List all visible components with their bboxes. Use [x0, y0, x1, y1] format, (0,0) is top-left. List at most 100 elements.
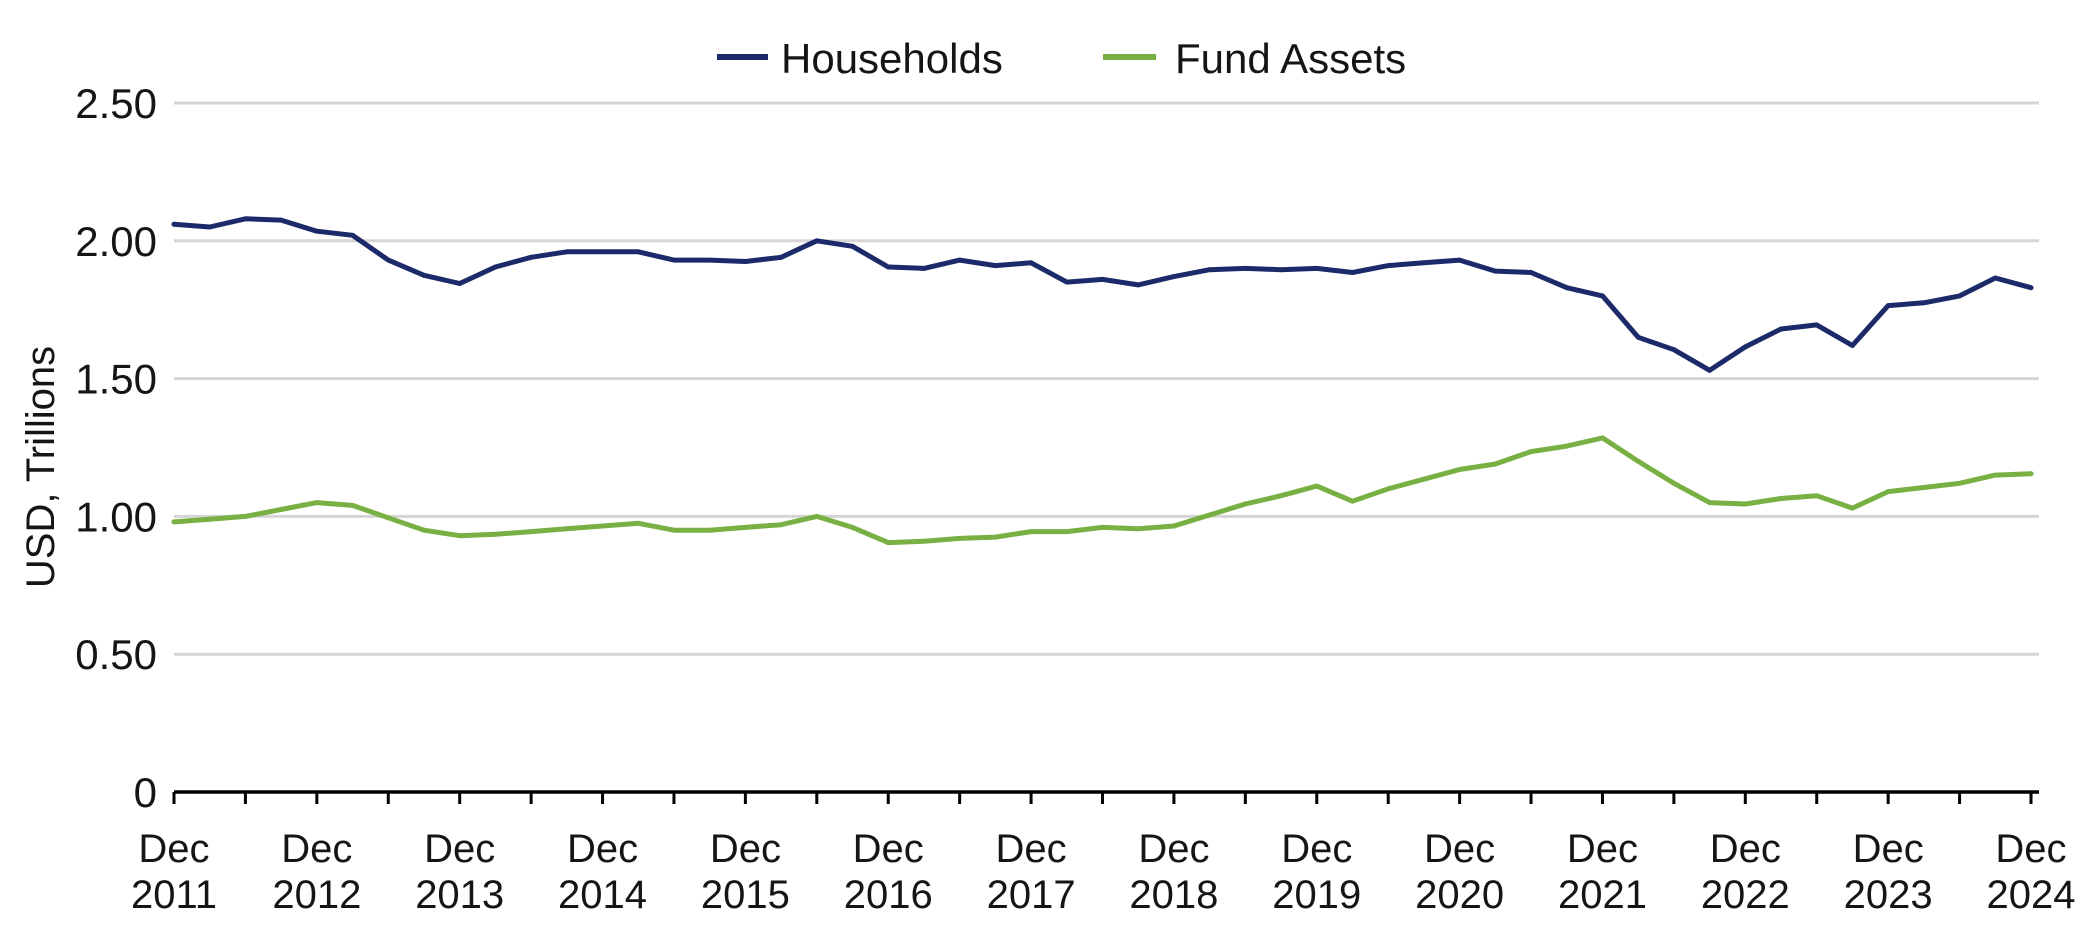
data-point-households	[600, 249, 605, 255]
data-point-fund-assets	[1992, 472, 1998, 478]
x-tick-label-year: 2023	[1844, 873, 1933, 917]
data-point-households	[1742, 344, 1748, 350]
x-tick-label: Dec 2014	[558, 827, 647, 917]
data-point-fund-assets	[1778, 496, 1784, 501]
legend-label-fund-assets: Fund Assets	[1175, 35, 1406, 82]
x-tick-label-year: 2014	[558, 873, 647, 917]
data-point-households	[1064, 279, 1070, 285]
x-tick-label: Dec 2017	[987, 827, 1076, 917]
data-point-fund-assets	[314, 500, 320, 505]
data-point-fund-assets	[278, 507, 284, 512]
data-point-households	[1778, 326, 1784, 332]
x-tick-label-year: 2022	[1701, 873, 1790, 917]
data-point-fund-assets	[421, 527, 427, 533]
x-tick-label: Dec 2020	[1415, 827, 1504, 917]
data-point-fund-assets	[1207, 512, 1212, 518]
data-point-fund-assets	[957, 536, 963, 541]
x-tick-label-month: Dec	[1424, 827, 1495, 871]
data-point-fund-assets	[1171, 523, 1177, 529]
data-point-households	[1528, 270, 1534, 275]
x-tick-label: Dec 2022	[1701, 827, 1790, 917]
data-point-fund-assets	[707, 527, 713, 533]
data-point-fund-assets	[1814, 493, 1820, 499]
data-point-households	[921, 266, 927, 271]
data-point-fund-assets	[1528, 449, 1534, 454]
legend-item-fund-assets: Fund Assets	[1103, 35, 1406, 82]
data-point-households	[564, 249, 570, 255]
data-point-households	[671, 257, 677, 263]
x-tick-label: Dec 2019	[1272, 827, 1361, 917]
x-tick-label-month: Dec	[1138, 827, 1209, 871]
data-point-households	[1671, 347, 1677, 353]
data-point-fund-assets	[885, 540, 891, 545]
x-tick-label-year: 2018	[1129, 873, 1218, 917]
data-point-fund-assets	[1742, 501, 1748, 507]
data-point-fund-assets	[1635, 458, 1641, 464]
legend: Households Fund Assets	[717, 35, 1406, 82]
data-point-households	[1635, 334, 1641, 340]
x-tick-label-year: 2013	[415, 873, 504, 917]
y-tick-label: 1.50	[75, 356, 157, 403]
x-tick-label-month: Dec	[1567, 827, 1638, 871]
x-tick-label: Dec 2023	[1844, 827, 1933, 917]
data-point-households	[1457, 257, 1462, 263]
data-point-households	[707, 257, 713, 263]
x-tick-label-month: Dec	[1995, 827, 2066, 871]
series-lines	[171, 216, 2034, 546]
data-point-fund-assets	[1850, 505, 1855, 511]
data-point-fund-assets	[1885, 489, 1891, 494]
data-point-households	[885, 264, 891, 270]
x-tick-label-month: Dec	[567, 827, 638, 871]
x-tick-label-month: Dec	[281, 827, 352, 871]
data-point-households	[1242, 266, 1248, 271]
x-tick-label-month: Dec	[138, 827, 209, 871]
data-point-fund-assets	[600, 523, 605, 529]
data-point-households	[1957, 293, 1962, 299]
data-point-households	[1564, 285, 1570, 291]
data-point-fund-assets	[564, 526, 570, 532]
x-tick-label-month: Dec	[853, 827, 924, 871]
data-point-households	[528, 254, 534, 260]
x-tick-label-year: 2016	[844, 873, 933, 917]
data-point-households	[207, 224, 213, 230]
x-tick-label: Dec 2012	[272, 827, 361, 917]
data-point-fund-assets	[1314, 483, 1320, 489]
x-tick-label: Dec 2016	[844, 827, 933, 917]
data-point-households	[1814, 322, 1820, 328]
x-tick-label: Dec 2018	[1129, 827, 1218, 917]
data-point-households	[1100, 277, 1105, 282]
data-point-households	[243, 216, 248, 222]
x-tick-label: Dec 2015	[701, 827, 790, 917]
data-point-fund-assets	[457, 533, 463, 539]
data-point-households	[1421, 260, 1427, 266]
x-tick-label-month: Dec	[710, 827, 781, 871]
data-point-households	[350, 232, 355, 238]
data-point-fund-assets	[1028, 529, 1034, 534]
data-point-fund-assets	[850, 525, 855, 530]
data-point-households	[635, 249, 641, 255]
x-tick-label-year: 2015	[701, 873, 790, 917]
x-tick-label-month: Dec	[996, 827, 1067, 871]
x-tick-label-month: Dec	[424, 827, 495, 871]
x-tick-label-month: Dec	[1710, 827, 1781, 871]
data-point-fund-assets	[1564, 443, 1570, 449]
data-point-fund-assets	[1421, 476, 1427, 482]
data-point-households	[1314, 266, 1320, 271]
y-axis-title: USD, Trillions	[19, 346, 63, 588]
data-point-fund-assets	[1278, 493, 1284, 499]
data-point-households	[1850, 343, 1855, 348]
data-point-households	[778, 254, 784, 260]
data-point-households	[1707, 367, 1712, 373]
data-point-fund-assets	[350, 503, 355, 508]
data-point-fund-assets	[778, 522, 784, 528]
data-point-households	[278, 217, 284, 223]
gridlines	[174, 101, 2039, 656]
data-point-households	[1885, 303, 1891, 308]
data-point-fund-assets	[743, 525, 748, 530]
data-point-households	[1350, 270, 1355, 275]
data-point-fund-assets	[1350, 498, 1355, 504]
data-point-households	[457, 281, 463, 286]
